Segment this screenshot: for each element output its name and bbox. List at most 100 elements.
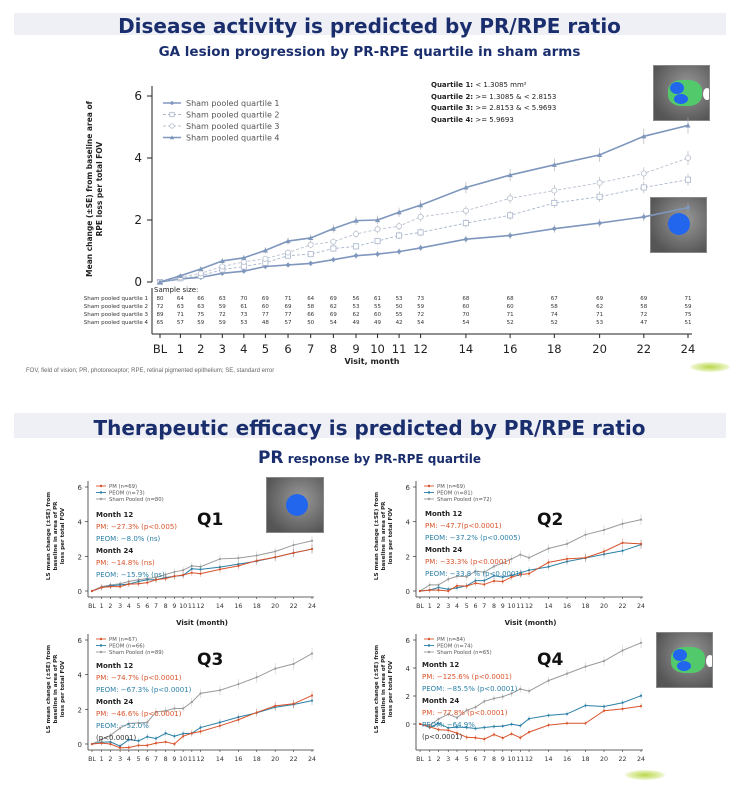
- x-axis-label: Visit (month): [505, 619, 557, 627]
- panel-label-q3: Q3: [197, 650, 224, 670]
- x-tick-label: 14: [545, 603, 553, 610]
- y-axis-label-line: loss per total FOV: [60, 660, 66, 717]
- sample-size-cell: 60: [374, 312, 381, 318]
- y-axis-label-line: baseline in area of PR: [381, 501, 387, 571]
- x-tick-label: 6: [473, 756, 477, 763]
- data-point: [474, 582, 477, 585]
- series-peom: [418, 692, 643, 731]
- y-tick-label: 0: [78, 741, 82, 749]
- x-tick-label: 5: [465, 603, 469, 610]
- data-point: [527, 690, 531, 693]
- x-tick-label: 14: [545, 756, 553, 763]
- data-point: [119, 726, 122, 730]
- annotation-q1: Month 12 PM: −27.3% (p<0.005) PEOM: −8.0…: [96, 511, 177, 579]
- sample-size-cell: 72: [157, 304, 164, 310]
- data-point: [447, 713, 450, 716]
- y-axis-label-line: RPE loss per total FOV: [95, 141, 104, 236]
- data-point: [483, 571, 486, 574]
- data-point: [492, 579, 496, 583]
- x-axis-label: Visit (month): [176, 619, 228, 627]
- data-point: [455, 584, 459, 587]
- sample-size-cell: 52: [507, 320, 514, 326]
- data-point: [639, 518, 643, 521]
- data-point: [154, 742, 158, 745]
- x-tick-label: 22: [618, 756, 626, 763]
- sample-size-cell: 61: [240, 304, 247, 310]
- data-point: [621, 522, 624, 525]
- sample-size-cell: 60: [462, 304, 469, 310]
- sample-size-cell: 69: [330, 312, 337, 318]
- data-point: [262, 247, 268, 253]
- data-point: [474, 706, 477, 709]
- x-tick-label: 10: [179, 756, 187, 763]
- data-point: [199, 730, 202, 733]
- data-point: [182, 707, 185, 710]
- data-point: [353, 243, 360, 250]
- data-point: [565, 672, 569, 675]
- data-point: [374, 217, 381, 223]
- x-tick-label: 5: [137, 756, 141, 763]
- annotation-q4: Month 12 PM: −125.6% (p<0.0001) PEOM: −8…: [422, 661, 518, 741]
- data-point: [418, 245, 424, 251]
- data-point: [602, 705, 606, 708]
- x-tick-label: 24: [308, 756, 316, 763]
- x-tick-label: 1: [100, 756, 104, 763]
- y-tick-label: 4: [134, 151, 142, 165]
- series-sham: [418, 637, 643, 728]
- data-point: [641, 133, 647, 139]
- data-point: [685, 176, 692, 183]
- x-tick-label: 22: [618, 603, 626, 610]
- data-point: [685, 154, 692, 161]
- data-point: [199, 726, 202, 729]
- data-point: [465, 585, 468, 588]
- data-point: [396, 209, 402, 215]
- sample-size-cell: 58: [307, 304, 314, 310]
- y-axis-label: LS mean change (±SE) frombaseline in are…: [46, 645, 66, 733]
- sample-size-row-label: Sham pooled quartile 4: [84, 320, 149, 326]
- sample-size-cell: 55: [374, 304, 381, 310]
- legend-label: Sham pooled quartile 3: [186, 122, 280, 131]
- data-point: [428, 583, 431, 587]
- data-point: [173, 570, 176, 574]
- x-tick-label: 8: [164, 603, 168, 610]
- y-axis-label-line: loss per total FOV: [388, 660, 394, 717]
- sample-size-cell: 72: [417, 312, 424, 318]
- y-tick-label: 6: [134, 89, 142, 103]
- slide1-subtitle: GA lesion progression by PR-RPE quartile…: [158, 44, 581, 60]
- x-tick-label: 20: [600, 603, 608, 610]
- data-point: [292, 543, 295, 547]
- sample-size-cell: 74: [551, 312, 558, 318]
- data-point: [199, 572, 202, 575]
- sample-size-cell: 62: [330, 304, 337, 310]
- sample-size-cell: 52: [551, 320, 558, 326]
- x-tick-label: 18: [253, 756, 261, 763]
- x-tick-label: 2: [108, 603, 112, 610]
- sample-size-cell: 59: [417, 304, 424, 310]
- data-point: [641, 214, 647, 220]
- annotation-q3: Month 12 PM: −74.7% (p<0.0001) PEOM: −67…: [96, 662, 192, 742]
- sample-size-cell: 62: [353, 312, 360, 318]
- y-tick-label: 0: [134, 275, 142, 289]
- sample-size-cell: 59: [685, 304, 692, 310]
- data-point: [501, 736, 504, 740]
- x-tick-label: 22: [290, 603, 298, 610]
- data-point: [483, 726, 486, 729]
- data-point: [483, 579, 486, 582]
- data-point: [501, 725, 504, 728]
- data-point: [330, 257, 336, 263]
- y-axis-label-line: loss per total FOV: [388, 507, 394, 564]
- legend-marker: [427, 491, 431, 494]
- data-point: [584, 665, 587, 668]
- x-tick-label: 6: [145, 756, 149, 763]
- sample-size-cell: 65: [157, 320, 164, 326]
- y-axis-label: LS mean change (±SE) frombaseline in are…: [374, 492, 394, 580]
- x-tick-label: 10: [508, 603, 516, 610]
- data-point: [510, 732, 513, 735]
- legend-label: PEOM (n=66): [109, 644, 145, 650]
- x-tick-label: 10: [370, 342, 385, 356]
- data-point: [507, 172, 513, 178]
- sample-size-cell: 57: [285, 320, 292, 326]
- sample-size-cell: 75: [197, 312, 204, 318]
